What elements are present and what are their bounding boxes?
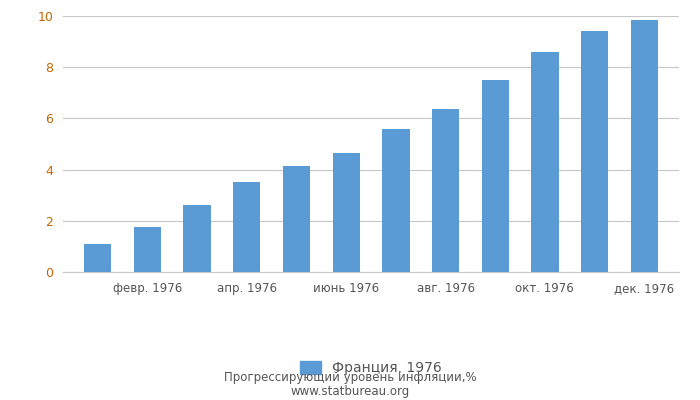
Bar — [233, 182, 260, 272]
Bar — [84, 244, 111, 272]
Bar — [283, 166, 310, 272]
Text: www.statbureau.org: www.statbureau.org — [290, 386, 410, 398]
Bar — [432, 110, 459, 272]
Bar — [332, 153, 360, 272]
Bar — [531, 52, 559, 272]
Bar — [631, 20, 658, 272]
Bar — [581, 31, 608, 272]
Bar — [134, 227, 161, 272]
Bar — [382, 129, 410, 272]
Bar — [482, 80, 509, 272]
Bar — [183, 206, 211, 272]
Legend: Франция, 1976: Франция, 1976 — [295, 356, 447, 381]
Text: Прогрессирующий уровень инфляции,%: Прогрессирующий уровень инфляции,% — [224, 372, 476, 384]
